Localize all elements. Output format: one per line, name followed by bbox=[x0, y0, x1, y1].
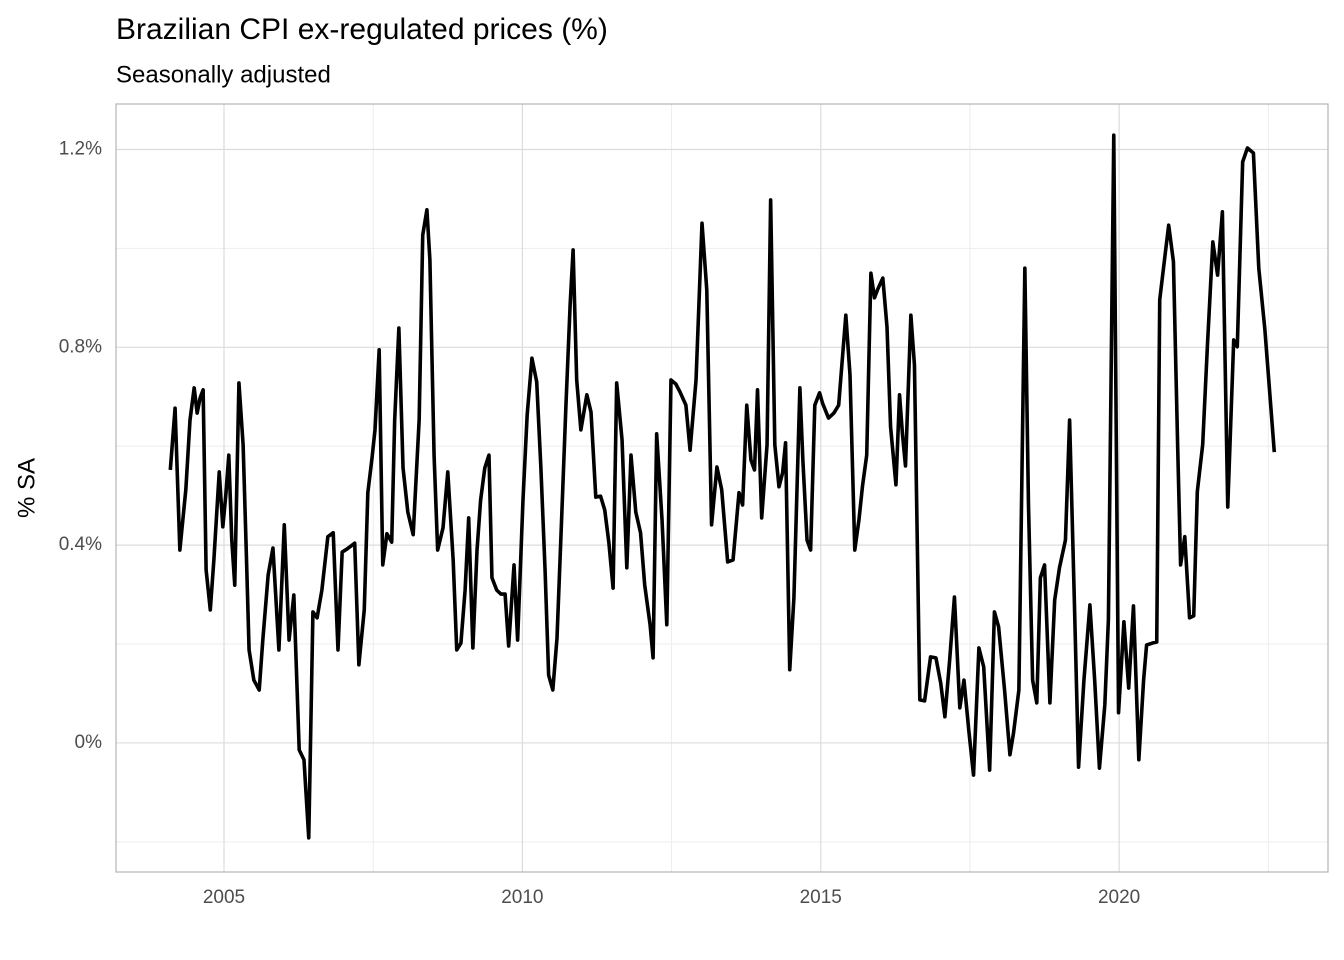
x-tick-label: 2015 bbox=[800, 887, 842, 908]
y-tick-label: 0.4% bbox=[59, 534, 102, 555]
y-tick-label: 0.8% bbox=[59, 336, 102, 357]
x-tick-label: 2010 bbox=[501, 887, 543, 908]
y-tick-label: 1.2% bbox=[59, 139, 102, 160]
data-line bbox=[168, 133, 1277, 840]
chart-subtitle: Seasonally adjusted bbox=[116, 61, 331, 88]
panel-border bbox=[115, 103, 1329, 873]
y-axis-label: % SA bbox=[13, 458, 40, 518]
chart-title: Brazilian CPI ex-regulated prices (%) bbox=[116, 13, 608, 46]
y-tick-label: 0% bbox=[75, 732, 103, 753]
plot bbox=[168, 133, 1277, 840]
x-tick-label: 2020 bbox=[1098, 887, 1140, 908]
x-tick-label: 2005 bbox=[203, 887, 245, 908]
